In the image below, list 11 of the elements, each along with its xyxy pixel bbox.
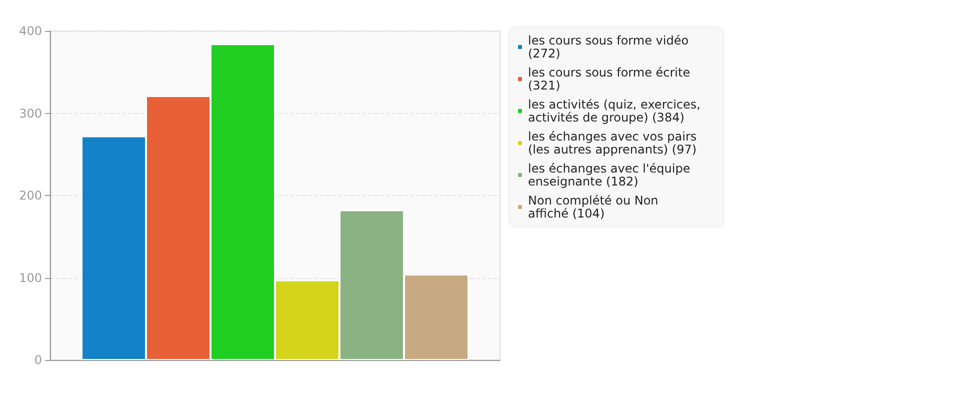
y-tick-label: 200 (19, 188, 42, 202)
legend-label: les activités (quiz, exercices, activités de groupe) (384) (528, 98, 704, 124)
y-tick-label: 0 (34, 353, 42, 367)
y-tick-label: 400 (19, 24, 42, 38)
legend-label: Non complété ou Non affiché (104) (528, 194, 662, 220)
legend-label: les cours sous forme vidéo (272) (528, 34, 692, 60)
legend-label: les échanges avec vos pairs (les autres apprenants) (97) (528, 130, 700, 156)
y-tick-label: 100 (19, 270, 42, 285)
y-tick-label: 300 (19, 106, 42, 120)
legend-label: les cours sous forme écrite (321) (528, 66, 694, 92)
legend-label: les échanges avec l'équipe enseignante (182) (528, 162, 694, 188)
